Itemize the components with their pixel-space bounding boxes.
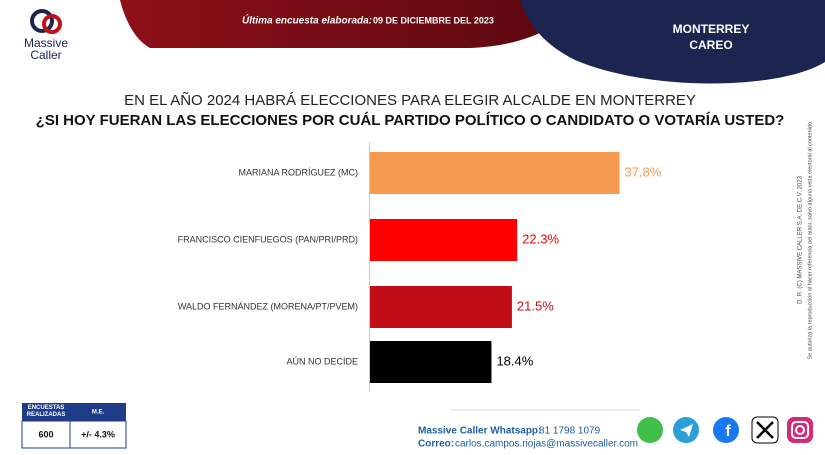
value-label: 21.5% <box>517 298 554 313</box>
bar <box>370 219 518 261</box>
legal-text: D. R. (C) MASSIVE CALLER S.A. DE C.V. 20… <box>798 175 804 303</box>
instagram-icon <box>787 417 813 443</box>
value-label: 22.3% <box>522 231 559 246</box>
category-label: AÚN NO DECIDE <box>286 356 358 366</box>
social-icons: f <box>637 416 813 444</box>
city: MONTERREY <box>673 22 750 36</box>
mail: carlos.campos.riojas@massivecaller.com <box>455 439 638 450</box>
poll-kind: CAREO <box>689 38 732 52</box>
survey-date: 09 DE DICIEMBRE DEL 2023 <box>373 15 494 25</box>
svg-text:f: f <box>725 423 731 440</box>
mail-label: Correo: <box>418 439 454 450</box>
value-label: 18.4% <box>496 353 533 368</box>
legal-text: Se autoriza la reproducción al hacer ref… <box>807 120 813 360</box>
logo-text: Massive <box>24 36 68 50</box>
header-blob <box>520 0 825 84</box>
whatsapp: 81 1798 1079 <box>539 426 601 437</box>
whatsapp-label: Massive Caller Whatsapp: <box>418 426 541 437</box>
header-band <box>120 0 580 48</box>
chart-title: EN EL AÑO 2024 HABRÁ ELECCIONES PARA ELE… <box>124 92 696 109</box>
category-label: WALDO FERNÁNDEZ (MORENA/PT/PVEM) <box>178 301 358 311</box>
bar <box>370 341 492 383</box>
sample-value: 600 <box>38 429 53 439</box>
sample-header: M.E. <box>92 410 105 416</box>
value-label: 37.8% <box>624 164 661 179</box>
sample-header: ENCUESTAS REALIZADAS <box>26 405 66 418</box>
sample-header-box: ENCUESTAS REALIZADAS <box>26 405 66 418</box>
category-label: MARIANA RODRÍGUEZ (MC) <box>238 167 358 177</box>
facebook-icon <box>713 417 739 443</box>
bar <box>370 152 620 194</box>
logo-text: Caller <box>30 48 61 62</box>
category-label: FRANCISCO CIENFUEGOS (PAN/PRI/PRD) <box>178 234 358 244</box>
chart-subtitle: ¿SI HOY FUERAN LAS ELECCIONES POR CUÁL P… <box>36 112 785 129</box>
logo <box>30 9 62 34</box>
survey-label: Última encuesta elaborada: <box>242 14 372 27</box>
sample-box <box>21 403 127 449</box>
sample-value: +/- 4.3% <box>81 429 115 439</box>
bars: MARIANA RODRÍGUEZ (MC) 37.8% FRANCISCO CIE… <box>178 152 662 383</box>
whatsapp-icon <box>637 417 663 443</box>
bar <box>370 286 512 328</box>
